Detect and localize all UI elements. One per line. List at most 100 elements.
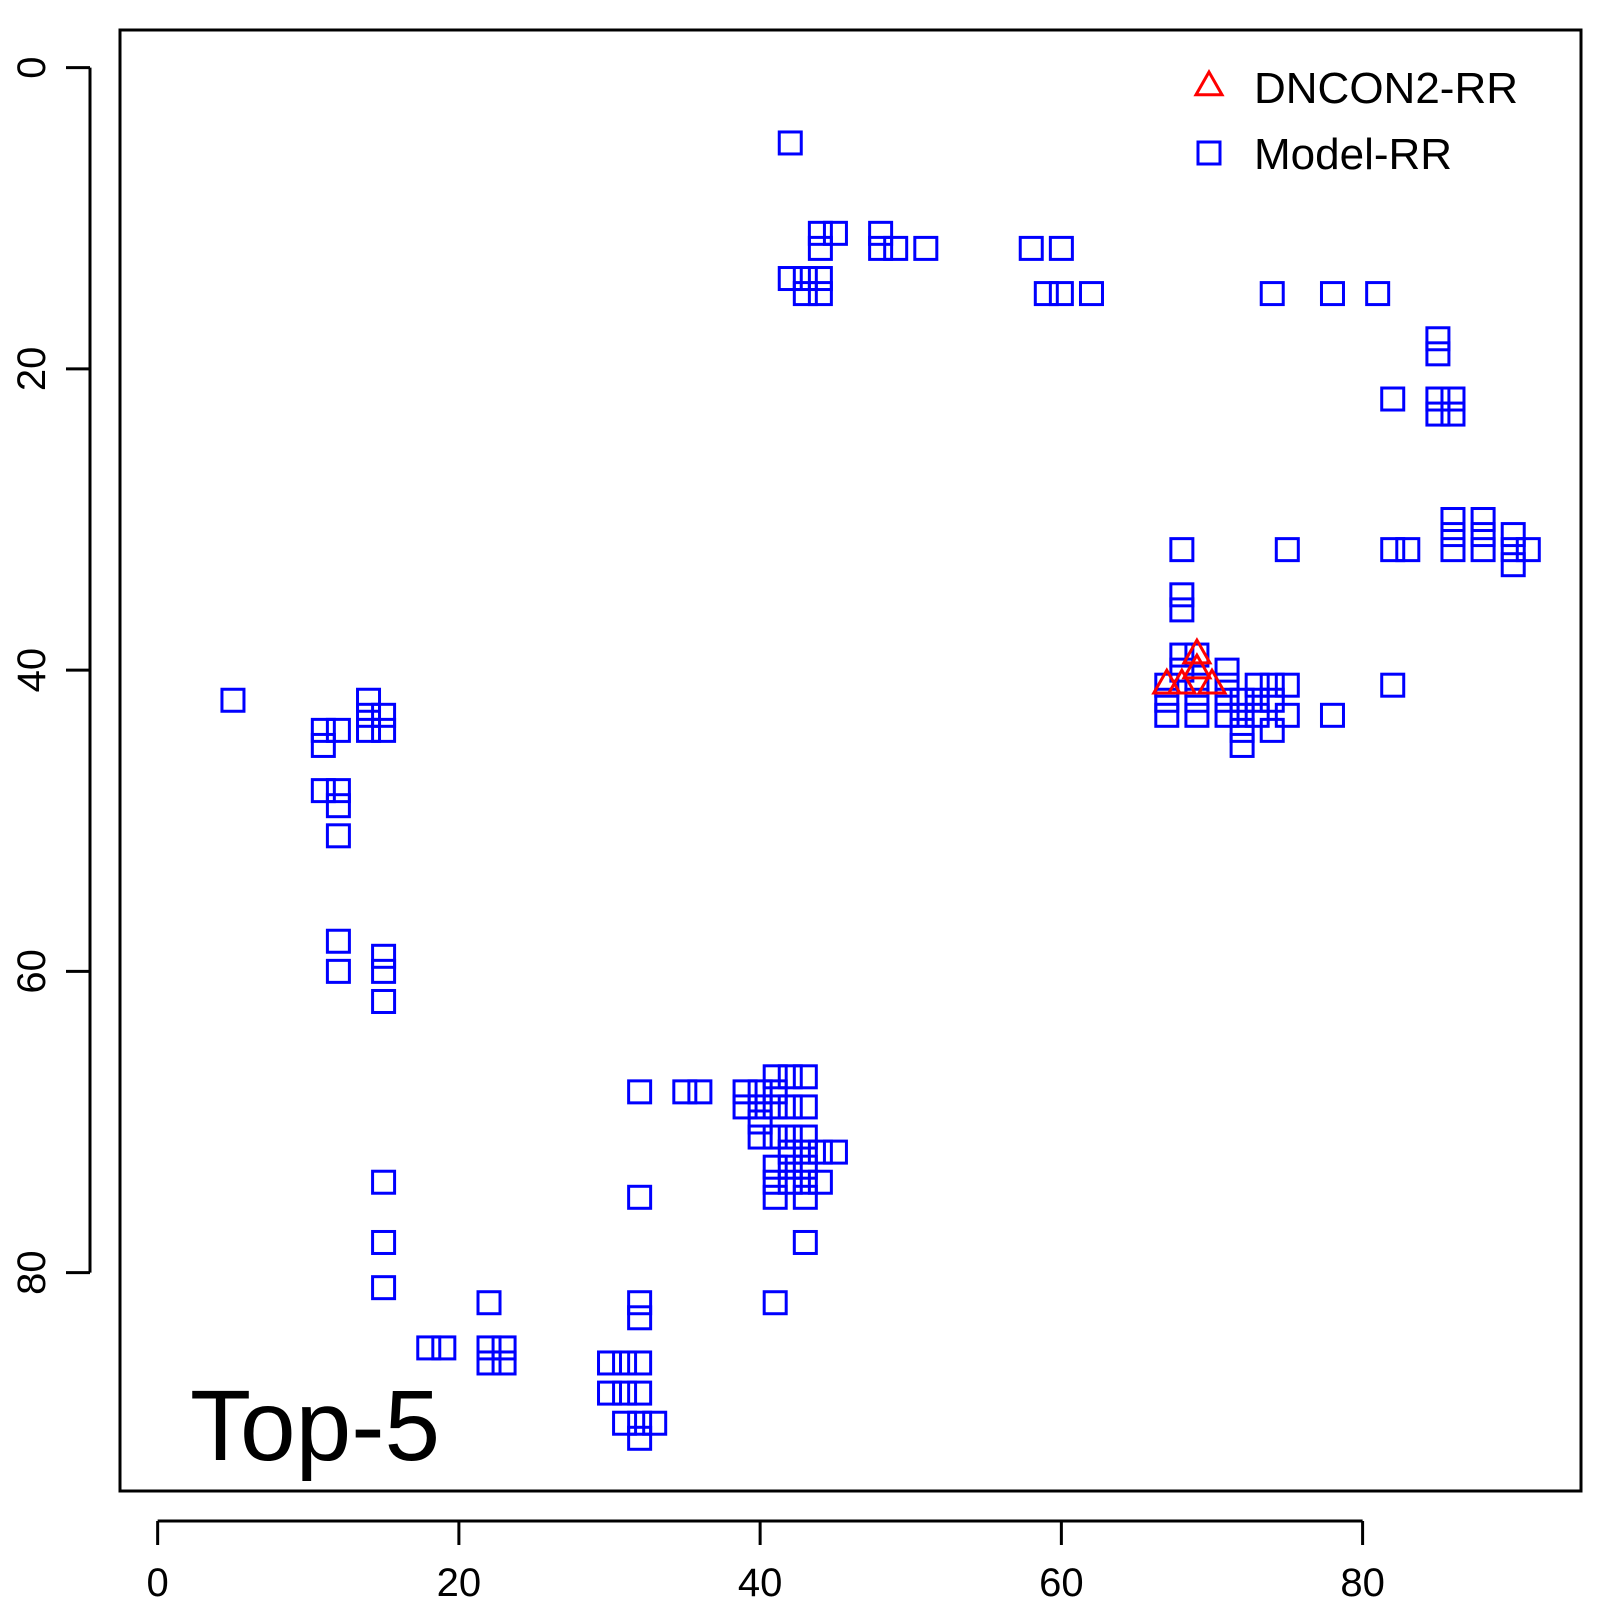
dncon2-rr-point [1196, 667, 1228, 695]
model-rr-point [627, 1079, 653, 1105]
model-rr-point [371, 1229, 397, 1255]
model-rr-point [1169, 642, 1195, 668]
y-tick-label: 60 [10, 949, 54, 994]
model-rr-point [627, 1425, 653, 1451]
model-rr-point [1229, 687, 1255, 713]
model-rr-point [1515, 537, 1541, 563]
model-rr-point [822, 1139, 848, 1165]
model-rr-point [762, 1124, 788, 1150]
model-rr-point [627, 1290, 653, 1316]
model-rr-point [1259, 687, 1285, 713]
model-rr-point [612, 1350, 638, 1376]
model-rr-point [732, 1079, 758, 1105]
model-rr-point [1259, 672, 1285, 698]
model-rr-point [1274, 537, 1300, 563]
model-rr-point [807, 1169, 833, 1195]
y-tick-label: 80 [10, 1250, 54, 1295]
model-rr-point [356, 702, 382, 728]
model-rr-point [371, 958, 397, 984]
model-rr-point [792, 266, 818, 292]
model-rr-point [777, 1169, 803, 1195]
model-rr-point [807, 281, 833, 307]
model-rr-point [792, 1154, 818, 1180]
model-rr-point [747, 1109, 773, 1135]
model-rr-point [491, 1350, 517, 1376]
model-rr-point [627, 1305, 653, 1331]
model-rr-point [913, 235, 939, 261]
model-rr-point [597, 1350, 623, 1376]
model-rr-point [747, 1124, 773, 1150]
model-rr-point [325, 958, 351, 984]
model-rr-point [416, 1335, 442, 1361]
model-rr-point [1048, 235, 1074, 261]
model-rr-point [627, 1184, 653, 1210]
model-rr-point [792, 1229, 818, 1255]
model-rr-point [220, 687, 246, 713]
model-rr-point [792, 1064, 818, 1090]
dncon2-rr-point [1166, 667, 1198, 695]
model-rr-point [1229, 732, 1255, 758]
model-rr-point [807, 235, 833, 261]
model-rr-point [792, 281, 818, 307]
model-rr-point [371, 1275, 397, 1301]
model-rr-point [1425, 326, 1451, 352]
legend-marker [1196, 140, 1222, 166]
model-rr-point [1274, 702, 1300, 728]
model-rr-point [1440, 401, 1466, 427]
model-rr-point [792, 1169, 818, 1195]
model-rr-point [356, 717, 382, 743]
model-rr-point [325, 793, 351, 819]
model-rr-point [777, 1094, 803, 1120]
model-rr-point [1154, 672, 1180, 698]
model-rr-point [1319, 281, 1345, 307]
model-rr-point [1440, 537, 1466, 563]
model-rr-point [1380, 386, 1406, 412]
model-rr-point [747, 1094, 773, 1120]
model-rr-point [371, 1169, 397, 1195]
model-rr-point [868, 235, 894, 261]
x-tick-label: 0 [147, 1561, 169, 1600]
x-tick-label: 80 [1340, 1561, 1385, 1600]
model-rr-point [762, 1169, 788, 1195]
model-rr-point [1365, 281, 1391, 307]
model-rr-point [777, 1139, 803, 1165]
model-rr-point [1229, 702, 1255, 728]
x-tick-label: 40 [738, 1561, 783, 1600]
legend-marker [1193, 69, 1225, 97]
model-rr-point [747, 1079, 773, 1105]
model-rr-point [325, 823, 351, 849]
model-rr-point [792, 1124, 818, 1150]
model-rr-point [792, 1184, 818, 1210]
model-rr-point [792, 1139, 818, 1165]
model-rr-point [1259, 281, 1285, 307]
model-rr-point [807, 266, 833, 292]
model-rr-point [1214, 687, 1240, 713]
model-rr-point [476, 1290, 502, 1316]
data-points [220, 130, 1541, 1451]
model-rr-point [371, 988, 397, 1014]
model-rr-point [1319, 702, 1345, 728]
model-rr-point [883, 235, 909, 261]
model-rr-point [1169, 657, 1195, 683]
model-rr-point [762, 1079, 788, 1105]
model-rr-point [762, 1064, 788, 1090]
model-rr-point [1244, 672, 1270, 698]
model-rr-point [356, 687, 382, 713]
dncon2-rr-point [1181, 637, 1213, 665]
model-rr-point [777, 1124, 803, 1150]
model-rr-point [1154, 687, 1180, 713]
model-rr-point [822, 220, 848, 246]
model-rr-point [642, 1410, 668, 1436]
model-rr-point [1500, 552, 1526, 578]
model-rr-point [777, 130, 803, 156]
model-rr-point [1048, 281, 1074, 307]
dncon2-rr-point [1181, 652, 1213, 680]
plot-area [118, 28, 1583, 1493]
model-rr-point [476, 1350, 502, 1376]
model-rr-point [1395, 537, 1421, 563]
model-rr-point [627, 1350, 653, 1376]
model-rr-point [1214, 657, 1240, 683]
y-tick-label: 40 [10, 648, 54, 693]
model-rr-point [310, 778, 336, 804]
model-rr-point [1033, 281, 1059, 307]
